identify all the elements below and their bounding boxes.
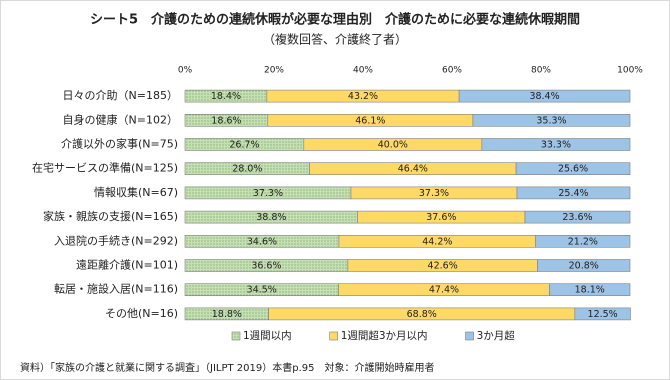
value-label: 12.5% <box>588 309 618 320</box>
x-tick-label: 0% <box>178 66 193 76</box>
value-label: 23.6% <box>562 212 592 223</box>
category-label: 自身の健康（N=102） <box>63 112 178 126</box>
value-label: 25.6% <box>558 164 588 175</box>
bar-segment <box>524 210 631 224</box>
value-label: 35.3% <box>536 115 566 126</box>
category-label: その他(N=16) <box>105 307 178 320</box>
category-label: 情報収集(N=67) <box>94 185 178 199</box>
value-label: 68.8% <box>407 309 437 320</box>
chart-title: シート5 介護のための連続休暇が必要な理由別 介護のために必要な連続休暇期間 <box>90 12 580 28</box>
x-tick-label: 20% <box>264 66 284 76</box>
value-label: 26.7% <box>229 140 259 151</box>
legend-label: 3か月超 <box>477 329 516 342</box>
category-label: 在宅サービスの準備(N=125) <box>32 161 178 175</box>
value-label: 18.6% <box>211 115 241 126</box>
category-label: 転居・施設入居(N=116) <box>54 282 178 296</box>
legend-label: 1週間以内 <box>243 329 292 342</box>
value-label: 42.6% <box>428 261 458 272</box>
value-label: 44.2% <box>422 236 452 247</box>
value-label: 46.1% <box>355 115 385 126</box>
value-label: 34.6% <box>247 236 277 247</box>
value-label: 18.8% <box>212 309 242 320</box>
x-tick-label: 40% <box>353 66 373 76</box>
bar-segment <box>549 283 631 297</box>
value-label: 21.2% <box>568 236 598 247</box>
category-label: 入退院の手続き(N=292) <box>54 233 178 247</box>
bar-segment <box>537 259 631 272</box>
x-tick-label: 60% <box>442 66 462 76</box>
value-label: 34.5% <box>247 285 277 296</box>
value-label: 40.0% <box>378 140 408 151</box>
category-label: 遠距離介護(N=101) <box>76 258 178 272</box>
value-label: 37.6% <box>426 212 456 223</box>
legend-swatch <box>329 331 338 341</box>
value-label: 47.4% <box>429 285 459 296</box>
value-label: 25.4% <box>558 188 588 199</box>
value-label: 36.6% <box>251 261 281 272</box>
value-label: 38.4% <box>529 91 559 102</box>
value-label: 38.8% <box>256 212 286 223</box>
value-label: 37.3% <box>419 188 449 199</box>
bar-segment <box>472 114 631 127</box>
bar-segment <box>535 235 631 248</box>
x-tick-label: 100% <box>617 66 643 76</box>
source-note: 資料）「家族の介護と就業に関する調査」（JILPT 2019）本書p.95 対象… <box>20 361 435 374</box>
legend-swatch <box>465 331 474 341</box>
value-label: 20.8% <box>569 261 599 272</box>
value-label: 46.4% <box>398 164 428 175</box>
bar-segment <box>481 138 631 151</box>
x-tick-label: 80% <box>531 66 551 76</box>
bar-segment <box>458 89 631 103</box>
bar-segment <box>516 186 631 200</box>
value-label: 28.0% <box>232 164 262 175</box>
chart-subtitle: （複数回答、介護終了者） <box>263 32 407 47</box>
legend-swatch <box>231 331 241 341</box>
value-label: 33.3% <box>541 140 571 151</box>
category-label: 介護以外の家事(N=75) <box>61 137 178 151</box>
value-label: 43.2% <box>348 91 378 102</box>
category-label: 日々の介助（N=185） <box>63 88 178 102</box>
value-label: 18.1% <box>575 285 605 296</box>
value-label: 37.3% <box>253 188 283 199</box>
bar-segment <box>574 307 631 321</box>
legend-label: 1週間超3か月以内 <box>341 329 428 342</box>
bar-segment <box>515 162 631 175</box>
value-label: 18.4% <box>211 91 241 102</box>
category-label: 家族・親族の支援(N=165) <box>43 209 178 223</box>
